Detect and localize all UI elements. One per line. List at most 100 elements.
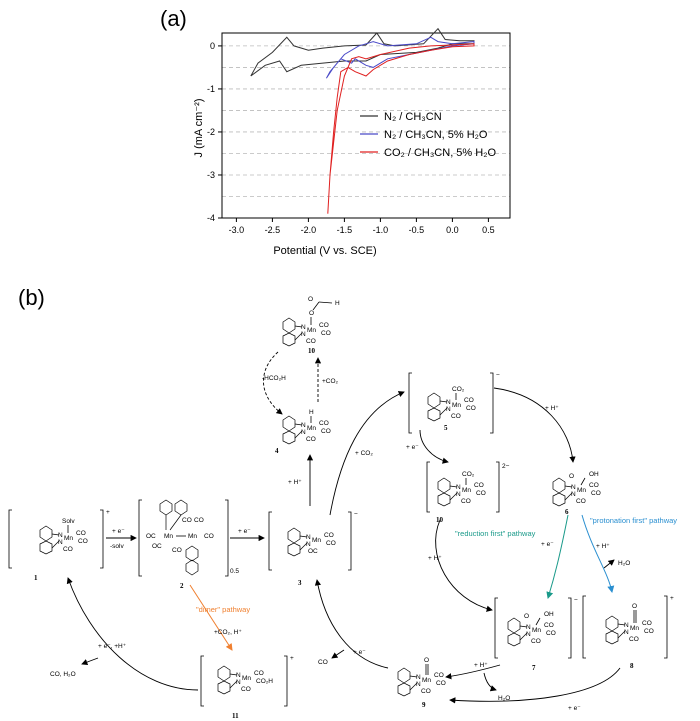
svg-text:CO: CO [436,680,446,687]
svg-text:+: + [670,595,674,602]
svg-text:N: N [301,324,306,331]
svg-text:-HCO₂H: -HCO₂H [262,375,286,382]
y-tick-label: -2 [207,127,215,137]
series-line-1 [250,27,475,77]
svg-text:CO: CO [421,688,431,695]
svg-text:N: N [571,484,576,491]
svg-text:+ CO₂: + CO₂ [355,450,373,457]
svg-text:CO: CO [589,482,599,489]
svg-text:N: N [416,674,421,681]
x-tick-label: 0.0 [446,225,459,235]
svg-text:CO: CO [172,547,182,554]
arrow-8-to-9 [449,667,621,704]
svg-text:O: O [632,603,637,610]
svg-text:Mn: Mn [452,402,461,409]
svg-text:2: 2 [180,582,184,590]
svg-text:CO: CO [306,436,316,443]
svg-text:+: + [290,655,294,662]
svg-text:Mn: Mn [462,487,471,494]
svg-text:Mn: Mn [164,533,173,540]
compound-8: N N Mn O CO CO CO + 8 [582,595,674,670]
panel-a-label: (a) [160,6,187,31]
svg-text:+CO₂, H⁺: +CO₂, H⁺ [214,629,242,636]
x-tick-label: -2.5 [265,225,281,235]
x-tick-label: -3.0 [229,225,245,235]
compound-1: N N Mn Solv CO CO CO + 1 [8,509,110,582]
y-tick-label: -4 [207,213,215,223]
compound-11: N N Mn CO CO₂H CO + 11 [200,655,294,720]
svg-text:+ H⁺: + H⁺ [288,479,302,486]
svg-text:8: 8 [630,662,634,670]
svg-text:H₂O: H₂O [498,695,510,702]
compound-9: N N Mn O CO CO CO 9 [397,657,446,709]
arrow-10-to-7 [435,519,493,612]
svg-text:N: N [446,406,451,413]
svg-text:CO₂: CO₂ [462,471,475,478]
x-axis-label: Potential (V vs. SCE) [273,245,376,257]
series-line-3 [327,43,475,214]
plot-frame [221,32,511,219]
svg-text:CO: CO [476,490,486,497]
svg-text:Mn: Mn [64,535,73,542]
svg-text:Mn: Mn [242,675,251,682]
svg-text:O: O [524,613,529,620]
svg-text:CO: CO [321,428,331,435]
svg-text:O: O [308,296,313,303]
compound-3: N N Mn CO CO OC − 3 [268,511,358,587]
svg-text:CO: CO [78,538,88,545]
y-tick-label: -1 [207,84,215,94]
svg-text:CO: CO [591,490,601,497]
svg-text:Mn: Mn [312,537,321,544]
svg-text:CO: CO [629,636,639,643]
svg-text:CO: CO [324,532,334,539]
arrow-11-to-1 [66,577,199,691]
svg-text:+: + [106,509,110,516]
svg-text:11: 11 [232,712,239,720]
dimer-pathway-label: "dimer" pathway [196,605,250,614]
svg-text:O: O [569,473,574,480]
svg-text:−: − [574,597,578,604]
svg-text:N: N [236,679,241,686]
y-axis-label: J (mA cm⁻²) [193,99,205,158]
x-tick-label: -1.0 [373,225,389,235]
svg-text:CO: CO [642,620,652,627]
svg-text:CO₂H: CO₂H [256,678,273,685]
svg-text:CO: CO [194,517,204,524]
arrow-3-to-5 [329,391,405,516]
svg-text:+ e⁻: + e⁻ [112,528,125,535]
svg-text:−: − [496,372,500,379]
svg-text:CO: CO [318,659,328,666]
svg-text:CO: CO [544,622,554,629]
svg-text:CO, H₂O: CO, H₂O [50,671,76,678]
legend-label: N₂ / CH₃CN [384,111,442,123]
y-tick-label: -3 [207,170,215,180]
svg-text:OC: OC [152,543,162,550]
svg-text:CO: CO [461,498,471,505]
svg-text:CO: CO [576,498,586,505]
compound-2-dimer: Mn Mn CO CO OC CO OC CO 0.5 2 [138,499,239,590]
arrow-5-to-10 [419,429,449,464]
svg-text:CO: CO [76,530,86,537]
cv-curves [250,27,475,214]
svg-text:N: N [446,399,451,406]
x-tick-label: -2.0 [301,225,317,235]
svg-text:+ H⁺: + H⁺ [474,662,488,669]
x-tick-label: -1.5 [337,225,353,235]
arrow-6-to-8 [581,514,615,593]
compound-4-hydride: N N Mn H CO CO CO 4 [275,409,331,455]
svg-text:H: H [335,300,340,307]
svg-text:OH: OH [589,471,599,478]
grid-lines [222,45,510,197]
compound-5: N N Mn CO₂ CO CO CO − 5 [408,372,500,434]
compound-10-formate: N N Mn O O H CO CO CO 10 [282,296,340,355]
svg-text:O: O [424,657,429,664]
svg-text:N: N [526,631,531,638]
svg-text:CO: CO [546,630,556,637]
svg-text:+ e⁻: + e⁻ [238,528,251,535]
svg-text:N: N [236,672,241,679]
protonation-first-label: "protonation first" pathway [590,516,677,525]
arrow-6-to-7 [546,514,569,599]
arrow-5-to-6 [493,387,576,463]
svg-text:CO: CO [319,420,329,427]
svg-text:N: N [58,532,63,539]
